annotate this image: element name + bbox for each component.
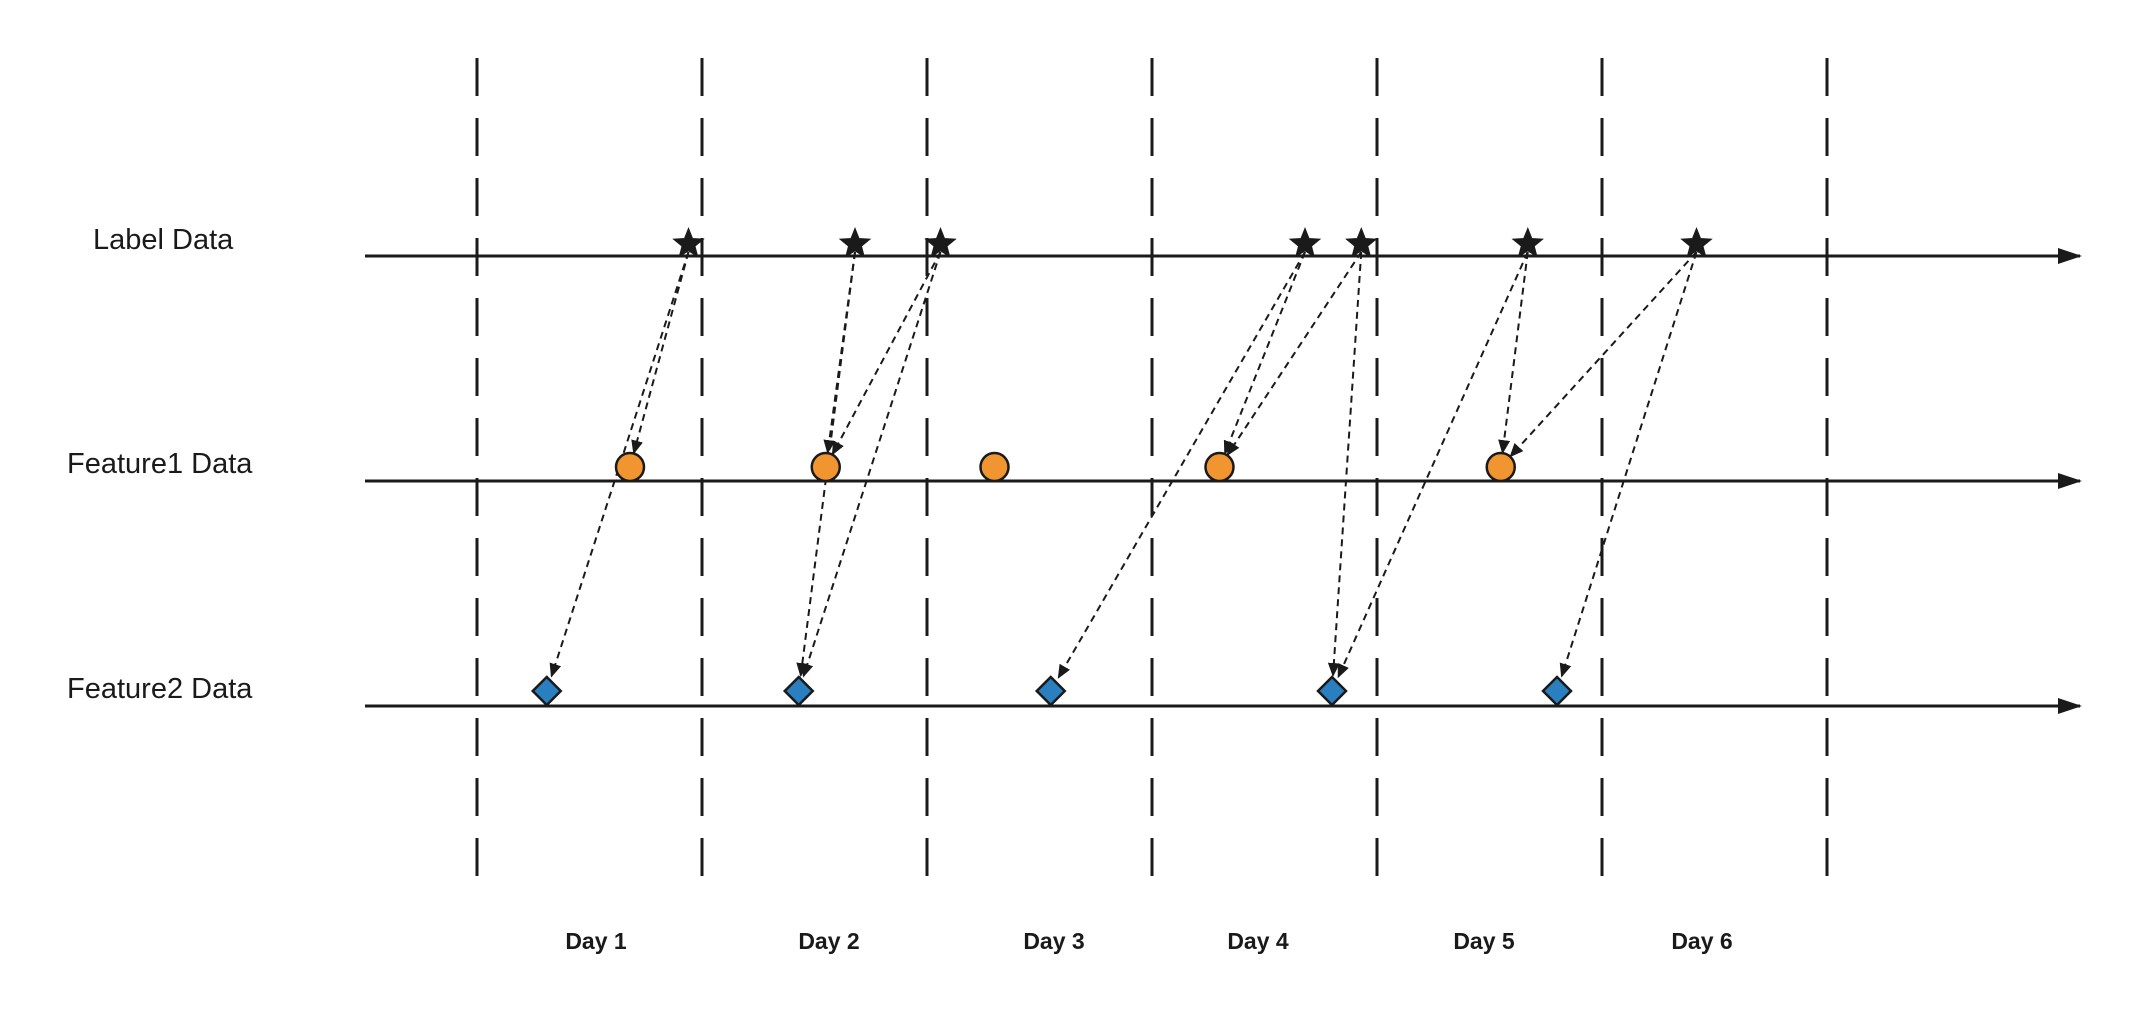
feature1-circle-1 bbox=[810, 451, 841, 483]
feature2-diamond-1 bbox=[782, 675, 815, 707]
day-boundaries bbox=[475, 58, 1829, 878]
feature2-diamond-3 bbox=[1316, 675, 1348, 707]
feature2-diamond-0 bbox=[530, 675, 563, 707]
dependency-arrow-9 bbox=[1327, 251, 1363, 678]
dependency-arrow-8 bbox=[1226, 251, 1363, 457]
dependency-arrow-6 bbox=[1223, 251, 1306, 455]
feature1-circle-2 bbox=[979, 451, 1010, 483]
label-star-0 bbox=[672, 226, 705, 258]
dependency-arrow-4 bbox=[831, 251, 942, 456]
label-star-6 bbox=[1680, 226, 1713, 258]
day-label-3: Day 3 bbox=[1023, 928, 1084, 954]
dependency-arrow-0 bbox=[631, 251, 690, 455]
dependency-arrow-11 bbox=[1337, 251, 1529, 679]
dependency-links bbox=[549, 251, 1698, 679]
event-markers bbox=[530, 226, 1713, 707]
feature2-diamond-2 bbox=[1034, 675, 1067, 707]
dependency-arrow-5 bbox=[801, 251, 942, 678]
row-labels: Label Data Feature1 Data Feature2 Data bbox=[67, 224, 253, 705]
feature1-circle-3 bbox=[1204, 451, 1235, 483]
day-label-5: Day 5 bbox=[1453, 928, 1515, 954]
label-star-2 bbox=[924, 226, 957, 258]
feature1-circle-0 bbox=[614, 451, 646, 483]
feature1-circle-4 bbox=[1485, 451, 1516, 483]
feature2-diamond-4 bbox=[1541, 675, 1573, 707]
label-star-5 bbox=[1511, 226, 1544, 258]
row-label-feature2-data: Feature2 Data bbox=[67, 673, 253, 705]
day-label-6: Day 6 bbox=[1671, 928, 1732, 954]
dependency-arrow-12 bbox=[1509, 251, 1698, 458]
day-label-2: Day 2 bbox=[798, 928, 859, 954]
label-star-1 bbox=[838, 226, 872, 258]
dependency-arrow-7 bbox=[1057, 251, 1306, 679]
day-label-4: Day 4 bbox=[1227, 928, 1289, 954]
row-label-label-data: Label Data bbox=[93, 224, 234, 256]
label-star-4 bbox=[1345, 226, 1378, 258]
label-star-3 bbox=[1288, 226, 1322, 258]
day-labels: Day 1 Day 2 Day 3 Day 4 Day 5 Day 6 bbox=[565, 928, 1732, 954]
row-label-feature1-data: Feature1 Data bbox=[67, 448, 253, 480]
dependency-arrow-13 bbox=[1559, 251, 1698, 678]
dependency-arrow-10 bbox=[1498, 251, 1529, 455]
day-label-1: Day 1 bbox=[565, 928, 627, 954]
